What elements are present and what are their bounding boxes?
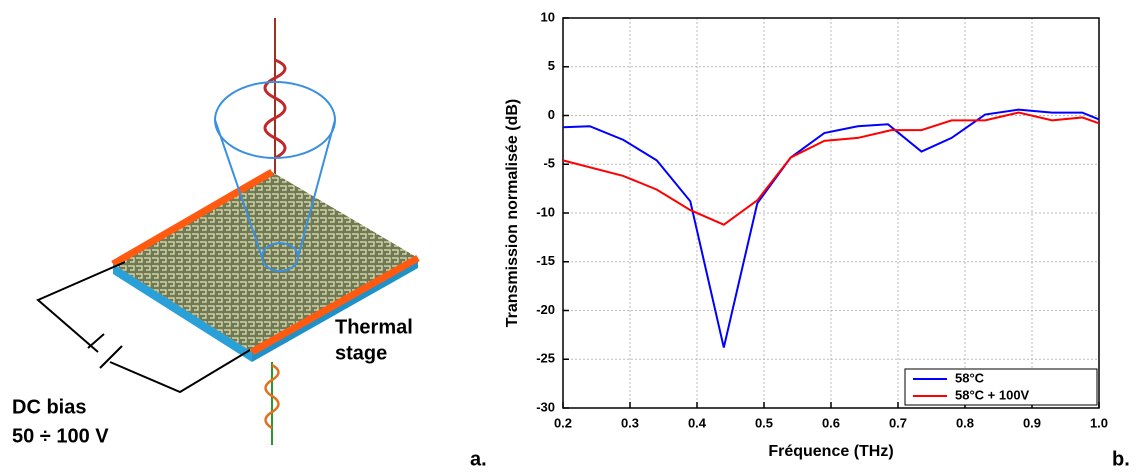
battery xyxy=(99,345,123,369)
wire xyxy=(36,261,251,394)
x-axis-label: Fréquence (THz) xyxy=(768,443,893,460)
electrode xyxy=(111,168,274,268)
y-tick-label: -25 xyxy=(536,351,555,366)
y-tick-label: -20 xyxy=(536,302,555,317)
y-tick-label: 0 xyxy=(548,107,555,122)
legend-label: 58°C + 100V xyxy=(955,387,1030,402)
bias-label: 50 ÷ 100 V xyxy=(12,425,109,447)
stage-label: Thermal xyxy=(335,316,413,338)
plot-frame xyxy=(562,17,1100,409)
y-tick-label: 5 xyxy=(548,58,555,73)
panel-label: a. xyxy=(470,448,487,470)
x-tick-label: 0.6 xyxy=(822,415,840,430)
line xyxy=(562,108,1100,348)
x-tick-label: 0.5 xyxy=(755,415,773,430)
x-tick-label: 0.7 xyxy=(889,415,907,430)
y-tick-label: 10 xyxy=(541,9,555,24)
plate-pattern xyxy=(113,172,418,352)
wave-out xyxy=(264,363,280,430)
x-tick-label: 0.2 xyxy=(554,415,572,430)
y-tick-label: -30 xyxy=(536,399,555,414)
panel-label: b. xyxy=(1112,448,1130,470)
bias-label: DC bias xyxy=(12,396,86,418)
wave-in xyxy=(263,58,287,160)
y-tick-label: -5 xyxy=(543,156,555,171)
x-tick-label: 0.4 xyxy=(688,415,707,430)
plate-side xyxy=(113,264,252,362)
legend-box xyxy=(904,368,1098,406)
battery xyxy=(87,333,105,349)
cone-bottom xyxy=(261,242,299,272)
line xyxy=(562,111,1100,226)
diagram: Thermal stage DC bias 50 ÷ 100 V xyxy=(12,18,420,447)
y-axis-label: Transmission normalisée (dB) xyxy=(504,99,521,328)
y-tick-label: -15 xyxy=(536,253,555,268)
y-tick-label: -10 xyxy=(536,204,555,219)
x-tick-label: 0.8 xyxy=(956,415,974,430)
legend-label: 58°C xyxy=(955,370,985,385)
electrode xyxy=(250,254,420,356)
x-tick-label: 0.9 xyxy=(1023,415,1041,430)
cone-top xyxy=(214,81,336,159)
x-tick-label: 0.3 xyxy=(621,415,639,430)
x-tick-label: 1.0 xyxy=(1090,415,1108,430)
stage-label: stage xyxy=(335,342,387,364)
cone xyxy=(214,119,336,258)
